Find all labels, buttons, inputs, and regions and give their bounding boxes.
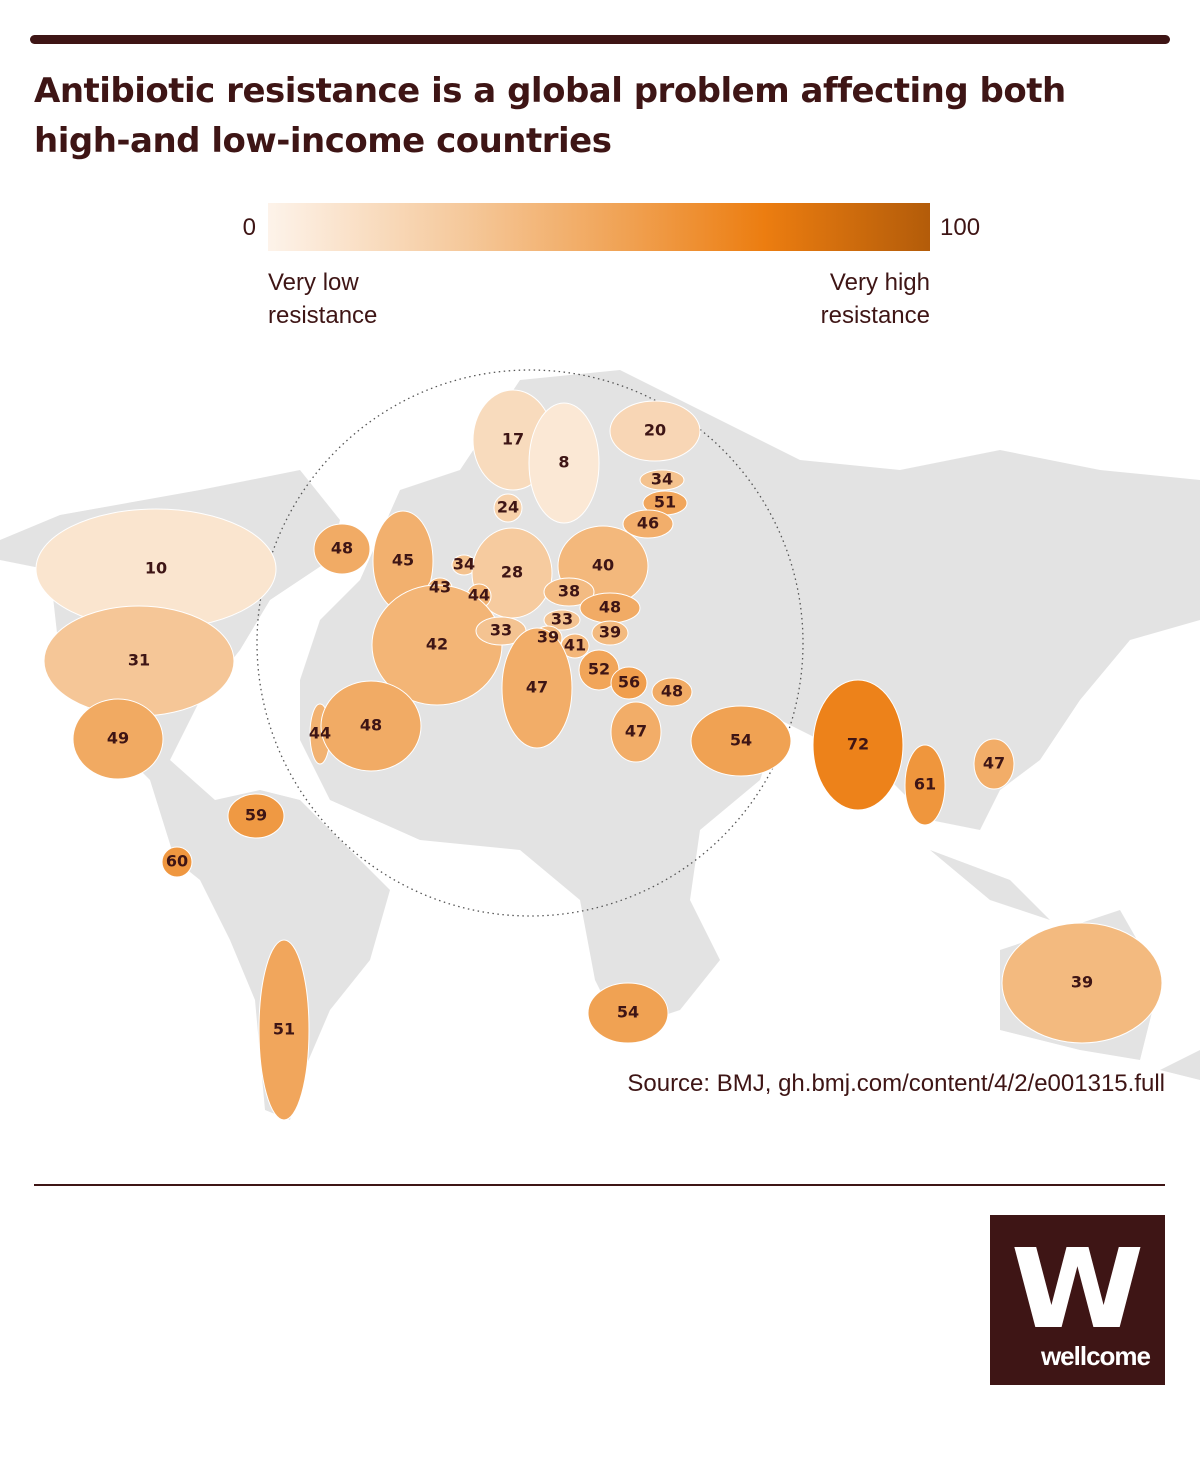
country-value: 60: [166, 852, 188, 871]
country-value: 43: [429, 578, 451, 597]
legend-high-label: Very high resistance: [820, 269, 930, 329]
country: [904, 744, 946, 826]
country-value: 46: [637, 514, 659, 533]
country-value: 33: [490, 621, 512, 640]
country: [543, 577, 595, 607]
logo-name: wellcome: [1040, 1341, 1151, 1371]
country-value: 49: [107, 729, 129, 748]
country: [610, 666, 648, 700]
country-value: 34: [651, 470, 673, 489]
country: [320, 680, 422, 772]
country: [501, 627, 573, 749]
country-value: 38: [558, 582, 580, 601]
country-value: 28: [501, 563, 523, 582]
country-value: 10: [145, 559, 167, 578]
country-value: 51: [273, 1020, 295, 1039]
country: [973, 738, 1015, 790]
country-value: 51: [654, 493, 676, 512]
map: 17 8 20 34 51 46 24 10 48 45 34 28 40 43 44 38 48 33 31 42 3…: [0, 369, 1200, 1121]
country-value: 8: [558, 453, 569, 472]
legend-max: 100: [940, 214, 981, 241]
country-value: 48: [360, 716, 382, 735]
country-value: 44: [468, 586, 490, 605]
country: [313, 523, 371, 575]
country: [609, 400, 701, 462]
country-value: 40: [592, 556, 614, 575]
country-value: 52: [588, 660, 610, 679]
country-value: 31: [128, 651, 150, 670]
country-value: 39: [537, 628, 559, 647]
country-value: 54: [730, 731, 752, 750]
footer-rule: [34, 1184, 1165, 1186]
country-value: 17: [502, 430, 524, 449]
legend-gradient: [268, 203, 930, 251]
country: [610, 701, 662, 763]
country-value: 39: [599, 623, 621, 642]
country: [622, 509, 674, 539]
country-value: 56: [618, 673, 640, 692]
country: [587, 982, 669, 1044]
country-value: 20: [644, 421, 666, 440]
country: [651, 677, 693, 707]
top-bar: [30, 35, 1170, 44]
country: [591, 620, 629, 646]
country-value: 48: [599, 598, 621, 617]
country-value: 44: [309, 724, 331, 743]
country-value: 47: [983, 754, 1005, 773]
legend-min: 0: [242, 214, 256, 241]
logo: W wellcome: [990, 1215, 1165, 1385]
country-value: 61: [914, 775, 936, 794]
country: [72, 698, 164, 780]
country-value: 41: [564, 636, 586, 655]
legend-scale: [268, 203, 930, 251]
country-value: 59: [245, 806, 267, 825]
country-value: 24: [497, 498, 519, 517]
country-value: 48: [661, 682, 683, 701]
logo-mark: W: [1010, 1225, 1145, 1353]
source: Source: BMJ, gh.bmj.com/content/4/2/e001…: [627, 1070, 1165, 1097]
country-value: 47: [526, 678, 548, 697]
country-value: 34: [453, 555, 475, 574]
country: [493, 493, 523, 523]
country: [690, 705, 792, 777]
country: [812, 679, 904, 811]
country: [258, 939, 310, 1121]
country-value: 42: [426, 635, 448, 654]
country-value: 48: [331, 539, 353, 558]
country-value: 33: [551, 610, 573, 629]
country-value: 39: [1071, 973, 1093, 992]
country: [543, 609, 581, 631]
country-value: 47: [625, 722, 647, 741]
country: [227, 793, 285, 839]
country-value: 72: [847, 735, 869, 754]
country-value: 54: [617, 1003, 639, 1022]
country: [1001, 922, 1163, 1044]
legend-low-label: Very low resistance: [268, 269, 378, 329]
country: [161, 846, 193, 878]
country: [639, 469, 685, 491]
country-value: 45: [392, 551, 414, 570]
country: [528, 402, 600, 524]
title: Antibiotic resistance is a global proble…: [34, 71, 1066, 161]
europe-inset-circle: [256, 369, 804, 917]
